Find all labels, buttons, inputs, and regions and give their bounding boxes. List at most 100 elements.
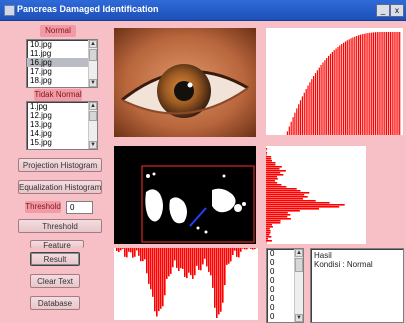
histogram-bar — [303, 92, 305, 135]
histogram-bar — [126, 248, 128, 258]
list-item[interactable]: 0 — [270, 303, 275, 312]
histogram-bar — [220, 248, 222, 312]
histogram-bar — [168, 248, 170, 277]
projection-histogram-button[interactable]: Projection Histogram — [18, 158, 102, 172]
histogram-bar — [236, 248, 238, 257]
histogram-bar — [266, 168, 280, 170]
histogram-bar — [313, 76, 315, 135]
histogram-bar — [266, 242, 267, 244]
scroll-down-arrow-icon[interactable]: ▼ — [89, 79, 97, 87]
histogram-bar — [341, 44, 343, 135]
equalization-histogram-button[interactable]: Equalization Histogram — [18, 180, 102, 194]
list-item[interactable]: 12.jpg — [30, 111, 52, 120]
scroll-up-arrow-icon[interactable]: ▲ — [295, 249, 303, 257]
list-item[interactable]: 13.jpg — [30, 120, 52, 129]
list-item[interactable]: 0 — [270, 249, 275, 258]
histogram-bar — [397, 32, 399, 135]
histogram-bar — [174, 248, 176, 261]
histogram-bar — [343, 42, 345, 135]
list-item[interactable]: 0 — [270, 258, 275, 267]
histogram-bar — [150, 248, 152, 290]
histogram-bar — [266, 184, 282, 186]
histogram-bar — [266, 178, 278, 180]
feature-button[interactable]: Feature — [30, 240, 84, 248]
scroll-up-arrow-icon[interactable]: ▲ — [89, 102, 97, 110]
histogram-bar — [266, 158, 272, 160]
database-button[interactable]: Database — [30, 296, 80, 310]
tidak-normal-list-scrollbar[interactable]: ▲ ▼ — [88, 102, 97, 149]
list-item[interactable]: 0 — [270, 312, 275, 321]
list-item[interactable]: 16.jpg — [27, 58, 97, 67]
normal-list-scrollbar[interactable]: ▲ ▼ — [88, 40, 97, 87]
histogram-bar — [194, 248, 196, 276]
result-text-area[interactable]: Hasil Kondisi : Normal — [310, 248, 404, 323]
histogram-bar — [266, 148, 268, 150]
histogram-bar — [320, 65, 322, 135]
histogram-bar — [226, 248, 228, 265]
histogram-bar — [210, 248, 212, 276]
histogram-bar — [266, 224, 272, 226]
values-list-scrollbar[interactable]: ▲ ▼ — [294, 249, 303, 322]
list-item[interactable]: 10.jpg — [30, 40, 52, 49]
histogram-bar — [356, 36, 358, 135]
histogram-bar — [266, 222, 281, 224]
histogram-bar — [128, 248, 130, 252]
histogram-bar — [309, 82, 311, 135]
scroll-thumb[interactable] — [89, 49, 97, 61]
histogram-bar — [359, 34, 361, 135]
histogram-bar — [180, 248, 182, 269]
histogram-bar — [134, 248, 136, 257]
histogram-bar — [389, 32, 391, 135]
scroll-down-arrow-icon[interactable]: ▼ — [89, 141, 97, 149]
scroll-thumb[interactable] — [295, 258, 303, 272]
list-item[interactable]: 17.jpg — [30, 67, 52, 76]
threshold-label: Threshold — [25, 201, 61, 213]
list-item[interactable]: 0 — [270, 276, 275, 285]
histogram-bar — [266, 216, 288, 218]
histogram-bar — [316, 70, 318, 135]
minimize-button[interactable]: _ — [376, 4, 390, 17]
clear-text-button[interactable]: Clear Text — [30, 274, 80, 288]
histogram-bar — [252, 248, 254, 250]
histogram-bar — [216, 248, 218, 318]
histogram-bar — [184, 248, 186, 277]
scroll-thumb[interactable] — [89, 111, 97, 121]
list-item[interactable]: 0 — [270, 294, 275, 303]
histogram-bar — [301, 96, 303, 135]
histogram-bar — [266, 154, 267, 156]
threshold-value-input[interactable]: 0 — [66, 201, 93, 214]
scroll-down-arrow-icon[interactable]: ▼ — [295, 314, 303, 322]
tidak-normal-label: Tidak Normal — [34, 89, 82, 101]
histogram-bar — [331, 51, 333, 135]
tidak-normal-image-list[interactable]: 1.jpg 12.jpg 13.jpg 14.jpg 15.jpg ▲ ▼ — [26, 101, 98, 150]
list-item[interactable]: 15.jpg — [30, 138, 52, 147]
list-item[interactable]: 11.jpg — [30, 49, 52, 58]
threshold-button[interactable]: Threshold — [18, 219, 102, 233]
result-button[interactable]: Result — [30, 252, 80, 266]
horizontal-projection-histogram — [114, 248, 258, 320]
list-item[interactable]: 18.jpg — [30, 76, 52, 85]
histogram-bar — [242, 248, 244, 249]
histogram-bar — [371, 32, 373, 135]
app-icon — [4, 5, 15, 16]
list-item[interactable]: 0 — [270, 267, 275, 276]
threshold-image — [114, 146, 256, 244]
list-item[interactable]: 1.jpg — [30, 102, 48, 111]
list-item[interactable]: 14.jpg — [30, 129, 52, 138]
histogram-bar — [266, 152, 268, 154]
histogram-bar — [386, 32, 388, 135]
histogram-bar — [234, 248, 236, 251]
scroll-up-arrow-icon[interactable]: ▲ — [89, 40, 97, 48]
histogram-bar — [170, 248, 172, 274]
histogram-bar — [230, 248, 232, 262]
histogram-bar — [266, 212, 288, 214]
eye-image — [114, 28, 256, 137]
histogram-bar — [290, 121, 292, 135]
close-button[interactable]: x — [390, 4, 404, 17]
histogram-bar — [266, 236, 272, 238]
histogram-bar — [118, 248, 120, 252]
normal-image-list[interactable]: 10.jpg 11.jpg 16.jpg 17.jpg 18.jpg ▲ ▼ — [26, 39, 98, 88]
list-item[interactable]: 0 — [270, 285, 275, 294]
histogram-bar — [266, 200, 316, 202]
